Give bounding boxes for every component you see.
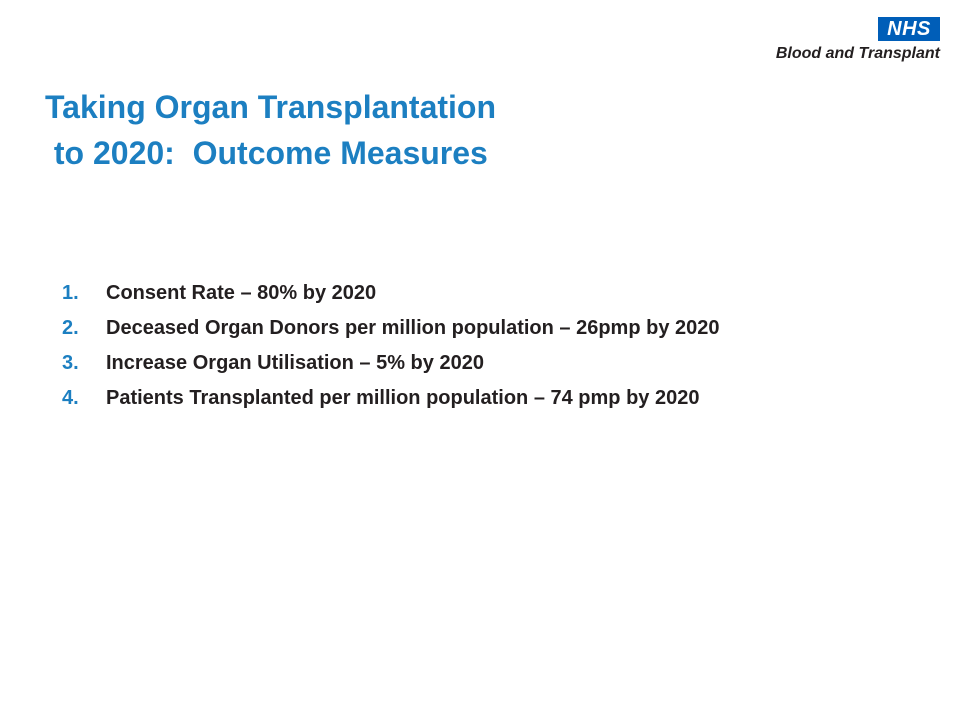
list-item: 4. Patients Transplanted per million pop… [62, 387, 882, 409]
list-item-number: 4. [62, 387, 79, 409]
list-item: 1. Consent Rate – 80% by 2020 [62, 282, 882, 304]
list-item-number: 2. [62, 317, 79, 339]
nhs-logo-box: NHS [878, 17, 940, 41]
title-line-2: to 2020: Outcome Measures [45, 135, 488, 171]
list-item: 2. Deceased Organ Donors per million pop… [62, 317, 882, 339]
list-item: 3. Increase Organ Utilisation – 5% by 20… [62, 352, 882, 374]
list-item-text: Patients Transplanted per million popula… [106, 387, 700, 409]
nhs-blood-and-transplant-logo: NHS Blood and Transplant [755, 17, 940, 69]
list-item-number: 1. [62, 282, 79, 304]
list-item-text: Deceased Organ Donors per million popula… [106, 317, 720, 339]
page-title: Taking Organ Transplantation to 2020: Ou… [45, 84, 605, 176]
title-line-1: Taking Organ Transplantation [45, 89, 497, 125]
list-item-text: Increase Organ Utilisation – 5% by 2020 [106, 352, 484, 374]
organisation-name: Blood and Transplant [775, 45, 940, 62]
outcome-measures-list: 1. Consent Rate – 80% by 2020 2. Decease… [62, 282, 882, 422]
list-item-number: 3. [62, 352, 79, 374]
list-item-text: Consent Rate – 80% by 2020 [106, 282, 377, 304]
